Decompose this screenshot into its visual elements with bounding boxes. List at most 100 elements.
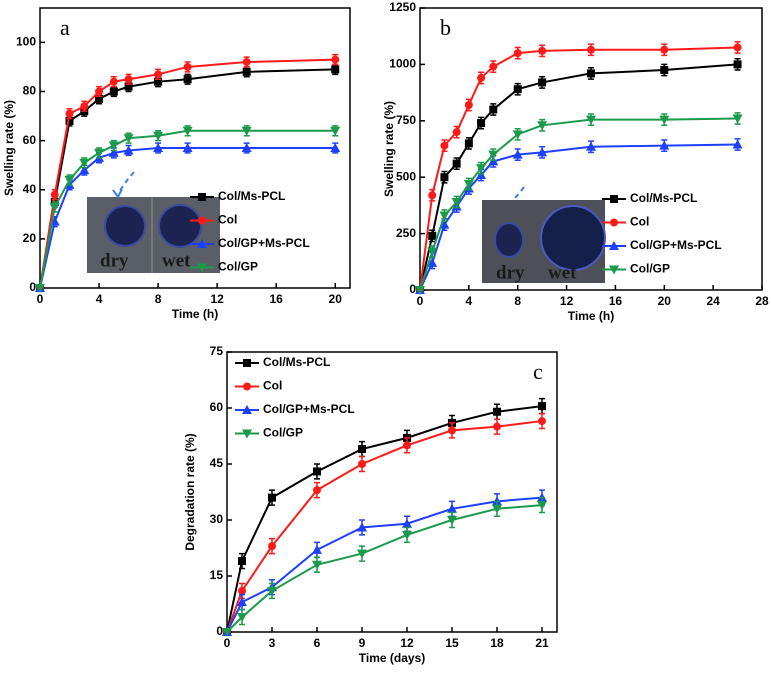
x-axis-label: Time (days) bbox=[359, 651, 425, 665]
marker bbox=[242, 58, 251, 67]
marker bbox=[79, 165, 90, 175]
plot-frame bbox=[39, 7, 351, 289]
y-tick-label: 250 bbox=[396, 226, 416, 240]
marker bbox=[452, 128, 461, 137]
plot-frame bbox=[419, 7, 763, 291]
marker bbox=[108, 147, 119, 157]
marker bbox=[733, 43, 742, 52]
series-line bbox=[226, 504, 543, 633]
marker bbox=[488, 150, 499, 160]
inset-label: dry bbox=[100, 250, 129, 271]
marker bbox=[512, 149, 523, 159]
marker bbox=[463, 179, 474, 189]
marker bbox=[35, 284, 45, 293]
marker bbox=[427, 247, 438, 257]
x-tick-label: 6 bbox=[314, 636, 321, 650]
marker bbox=[477, 73, 486, 82]
marker bbox=[586, 141, 596, 151]
x-tick-label: 4 bbox=[466, 294, 473, 308]
x-axis-label: Time (h) bbox=[568, 309, 614, 323]
y-tick-label: 20 bbox=[23, 231, 37, 245]
marker bbox=[493, 422, 501, 431]
x-tick-label: 15 bbox=[445, 636, 459, 650]
legend-label: Col/Ms-PCL bbox=[263, 355, 330, 369]
legend-label: Col/Ms-PCL bbox=[630, 191, 697, 205]
legend-label: Col/GP bbox=[630, 262, 670, 276]
legend-marker bbox=[610, 195, 618, 203]
marker bbox=[109, 77, 118, 86]
y-tick-label: 0 bbox=[216, 624, 223, 638]
x-tick-label: 18 bbox=[490, 636, 504, 650]
marker bbox=[357, 522, 367, 532]
marker bbox=[733, 60, 742, 69]
marker bbox=[330, 143, 341, 152]
marker bbox=[489, 105, 498, 114]
y-tick-label: 75 bbox=[210, 344, 224, 358]
marker bbox=[489, 62, 498, 71]
marker bbox=[448, 426, 456, 435]
legend-marker bbox=[609, 241, 619, 250]
marker bbox=[659, 115, 670, 125]
x-tick-label: 4 bbox=[96, 292, 103, 306]
x-tick-label: 21 bbox=[535, 636, 549, 650]
y-tick-label: 60 bbox=[23, 133, 37, 147]
marker bbox=[440, 173, 449, 182]
marker bbox=[357, 549, 367, 559]
marker bbox=[109, 87, 118, 96]
legend-marker bbox=[610, 218, 618, 227]
y-tick-label: 60 bbox=[210, 400, 224, 414]
marker bbox=[241, 143, 252, 152]
x-tick-label: 0 bbox=[417, 294, 424, 308]
panel-letter: b bbox=[440, 15, 451, 40]
y-tick-label: 0 bbox=[409, 282, 416, 296]
legend-label: Col/GP+Ms-PCL bbox=[218, 236, 310, 250]
marker bbox=[182, 143, 193, 152]
marker bbox=[124, 75, 133, 84]
y-tick-label: 100 bbox=[16, 35, 36, 49]
marker bbox=[538, 46, 547, 55]
marker bbox=[659, 140, 670, 150]
marker bbox=[183, 62, 192, 71]
x-tick-label: 16 bbox=[609, 294, 623, 308]
legend-marker bbox=[197, 239, 207, 248]
marker bbox=[123, 134, 134, 144]
marker bbox=[403, 441, 411, 450]
marker bbox=[513, 49, 522, 58]
marker bbox=[153, 143, 164, 152]
marker bbox=[439, 219, 450, 229]
marker bbox=[464, 139, 473, 148]
x-tick-label: 3 bbox=[269, 636, 276, 650]
marker bbox=[50, 190, 59, 199]
marker bbox=[477, 119, 486, 128]
legend-label: Col bbox=[630, 215, 649, 229]
marker bbox=[451, 198, 462, 208]
marker bbox=[402, 518, 412, 528]
marker bbox=[313, 467, 321, 476]
y-tick-label: 45 bbox=[210, 456, 224, 470]
series-line bbox=[419, 46, 738, 291]
marker bbox=[447, 503, 457, 513]
marker bbox=[428, 231, 437, 240]
marker bbox=[331, 65, 340, 74]
x-tick-label: 9 bbox=[359, 636, 366, 650]
x-tick-label: 24 bbox=[706, 294, 720, 308]
x-tick-label: 12 bbox=[560, 294, 574, 308]
marker bbox=[428, 191, 437, 200]
x-tick-label: 8 bbox=[155, 292, 162, 306]
legend-marker bbox=[242, 429, 252, 439]
marker bbox=[538, 417, 546, 426]
y-axis-label: Swelling rate (%) bbox=[2, 100, 16, 196]
marker bbox=[182, 126, 193, 136]
y-tick-label: 80 bbox=[23, 84, 37, 98]
marker bbox=[241, 126, 252, 136]
marker bbox=[440, 141, 449, 150]
marker bbox=[587, 45, 595, 54]
inset-label: dry bbox=[496, 262, 525, 283]
plot-frame bbox=[226, 351, 558, 633]
marker bbox=[537, 501, 547, 511]
marker bbox=[183, 75, 192, 84]
inset-label: wet bbox=[548, 262, 577, 283]
marker bbox=[331, 55, 340, 64]
y-axis-label: Swelling rate (%) bbox=[382, 101, 396, 197]
